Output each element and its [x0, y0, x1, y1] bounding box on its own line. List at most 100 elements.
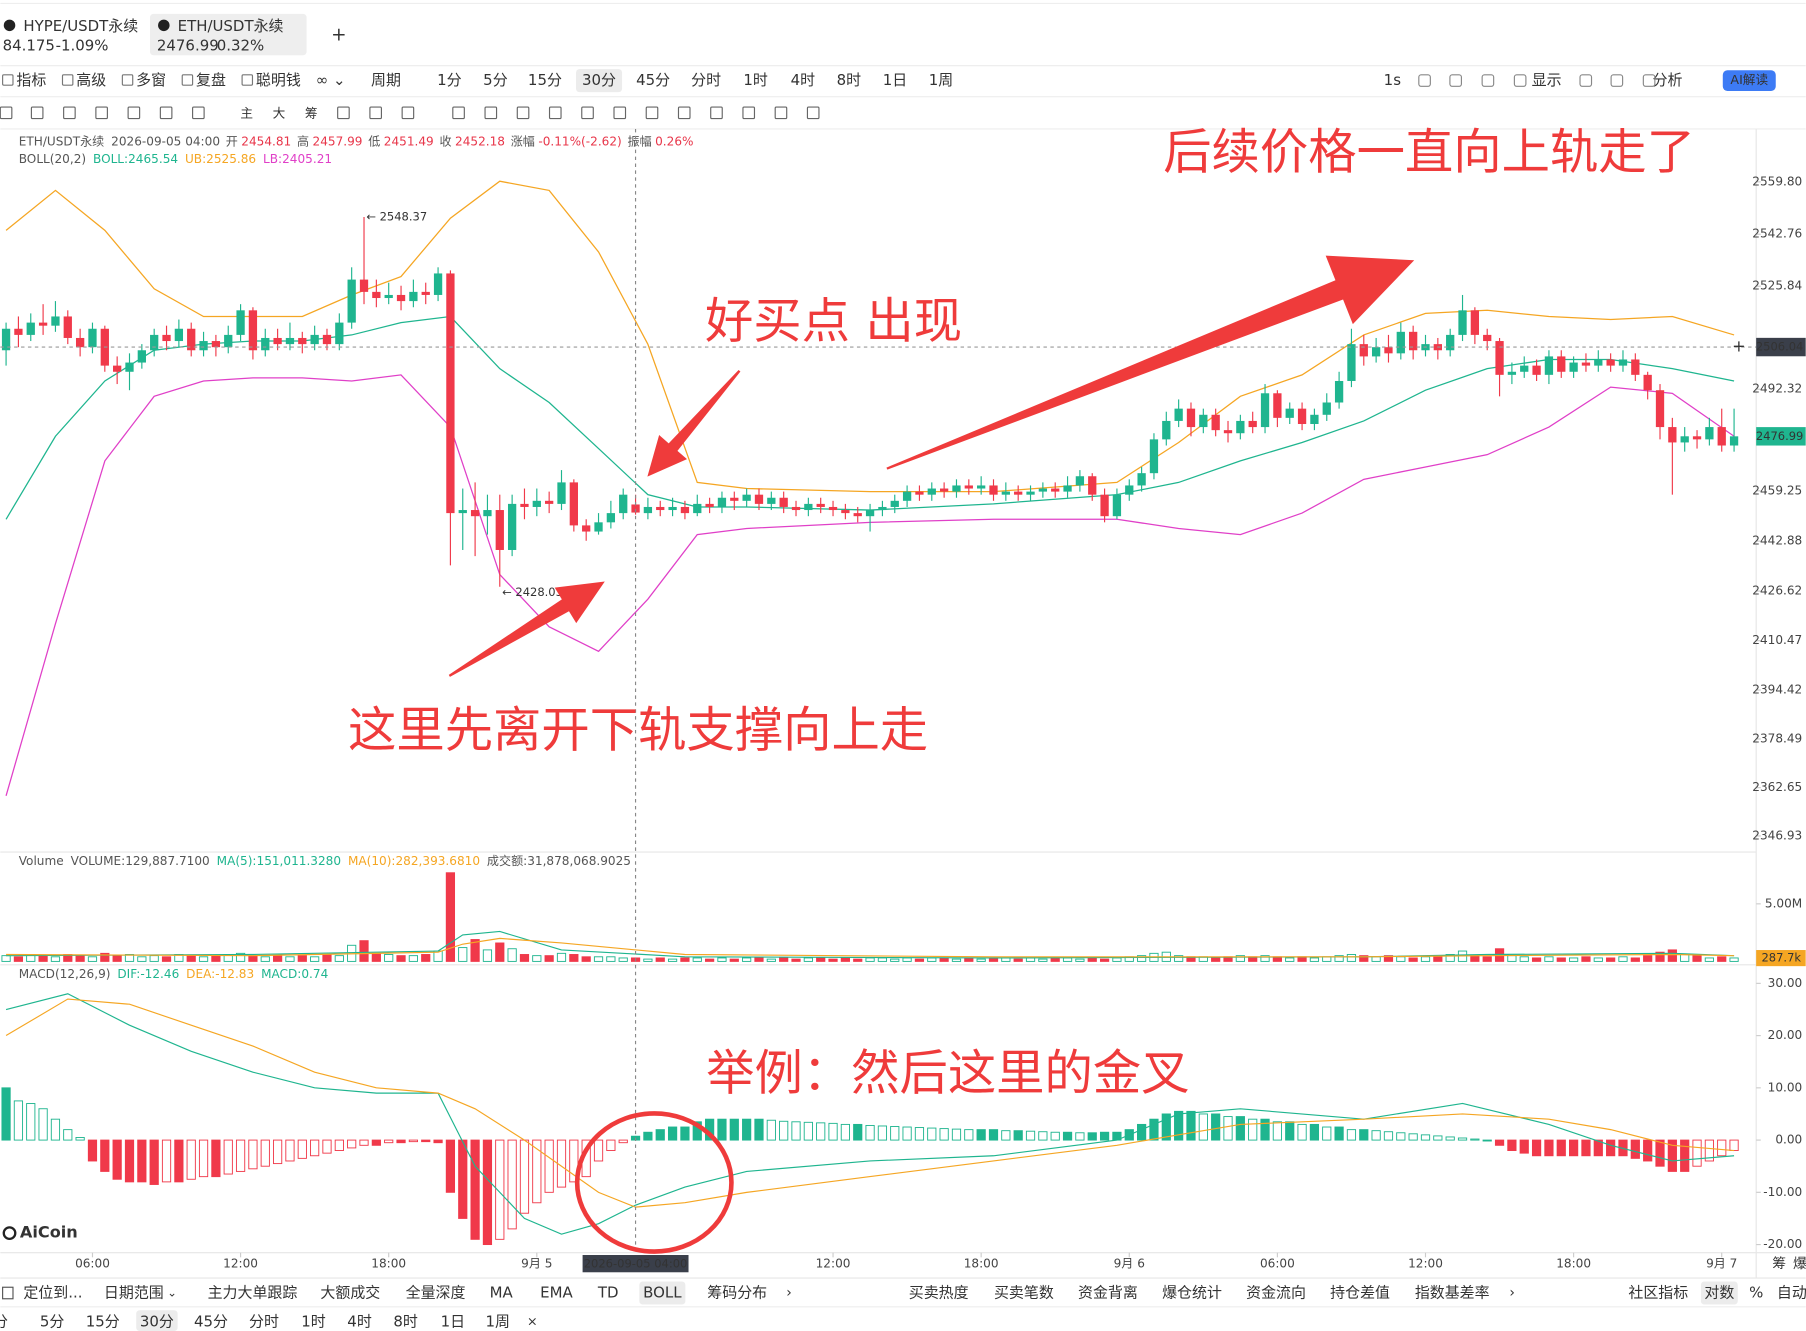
- period-button[interactable]: 4时: [791, 71, 816, 89]
- tab-change[interactable]: -1.09%: [56, 37, 109, 55]
- draw-tool-icon[interactable]: [127, 106, 141, 120]
- period-button[interactable]: 15分: [86, 1312, 120, 1330]
- add-tab[interactable]: +: [331, 25, 346, 46]
- period-button[interactable]: 1周: [485, 1312, 509, 1330]
- indicator-button[interactable]: 持仓差值: [1330, 1284, 1390, 1302]
- candle-body: [989, 485, 998, 495]
- period-button[interactable]: 5分: [483, 71, 508, 89]
- volume-bar: [1729, 957, 1739, 962]
- period-button[interactable]: 1日: [883, 71, 907, 89]
- period-button[interactable]: 45分: [636, 71, 670, 89]
- indicator-button[interactable]: 筹码分布: [707, 1284, 767, 1302]
- macd-bar: [803, 1121, 813, 1141]
- active-tab-bg[interactable]: [149, 13, 307, 56]
- ai-button[interactable]: AI解读: [1730, 72, 1768, 87]
- toolbar-item[interactable]: 指标: [16, 71, 46, 89]
- period-button[interactable]: 30分: [582, 71, 616, 89]
- draw-tool-icon[interactable]: [192, 106, 205, 120]
- close-icon: ×: [527, 1313, 538, 1328]
- indicator-button[interactable]: MA: [490, 1284, 514, 1302]
- tab-change[interactable]: 0.32%: [217, 37, 265, 55]
- indicator-button[interactable]: TD: [597, 1284, 619, 1302]
- macd-bar: [1544, 1139, 1554, 1157]
- candle-body: [14, 328, 23, 335]
- draw-tool-icon[interactable]: [484, 106, 498, 120]
- period-button[interactable]: 5分: [40, 1312, 65, 1330]
- indicator-button[interactable]: 指数基差率: [1415, 1284, 1490, 1302]
- period-button[interactable]: 1分: [437, 71, 462, 89]
- draw-tool-icon[interactable]: [742, 106, 756, 120]
- draw-tool-label[interactable]: 主: [240, 105, 253, 120]
- draw-tool-icon[interactable]: [159, 106, 173, 120]
- volume-bar: [593, 956, 604, 962]
- period-button[interactable]: 1分: [0, 1312, 8, 1330]
- period-menu[interactable]: 周期: [371, 71, 401, 89]
- macd-bar: [235, 1139, 246, 1172]
- period-button[interactable]: 1时: [301, 1312, 326, 1330]
- indicator-button[interactable]: 爆仓统计: [1162, 1284, 1222, 1302]
- draw-tool-icon[interactable]: [63, 106, 76, 120]
- draw-tool-icon[interactable]: [613, 106, 627, 120]
- indicator-button[interactable]: EMA: [540, 1284, 573, 1302]
- date-range-button[interactable]: 日期范围: [104, 1284, 164, 1302]
- indicator-button[interactable]: 买卖笔数: [994, 1284, 1054, 1302]
- draw-tool-icon[interactable]: [806, 106, 820, 120]
- toolbar-right-item[interactable]: 分析: [1653, 71, 1683, 89]
- draw-tool-icon[interactable]: [774, 106, 788, 120]
- draw-tool-icon[interactable]: [30, 106, 44, 120]
- macd-bar: [1408, 1133, 1418, 1141]
- side-icon[interactable]: 筹: [1772, 1255, 1786, 1272]
- period-button[interactable]: 4时: [347, 1312, 372, 1330]
- tab-price[interactable]: 84.175: [3, 37, 55, 55]
- toolbar-right-item[interactable]: 1s: [1384, 71, 1402, 89]
- draw-tool-icon[interactable]: [0, 106, 13, 120]
- locate-button[interactable]: 定位到...: [23, 1284, 82, 1302]
- draw-tool-icon[interactable]: [581, 106, 594, 120]
- period-button[interactable]: 8时: [393, 1312, 418, 1330]
- tab-symbol[interactable]: ETH/USDT永续: [178, 17, 284, 35]
- toolbar-item[interactable]: 多窗: [136, 71, 166, 89]
- period-button[interactable]: 1日: [441, 1312, 465, 1330]
- period-button[interactable]: 45分: [194, 1312, 228, 1330]
- ai-button-bg[interactable]: [1722, 70, 1776, 91]
- draw-tool-icon[interactable]: [337, 106, 350, 120]
- draw-tool-icon[interactable]: [95, 106, 108, 120]
- draw-tool-icon[interactable]: [710, 106, 723, 120]
- period-button[interactable]: 8时: [837, 71, 862, 89]
- indicator-button[interactable]: BOLL: [643, 1284, 682, 1302]
- bottom-right-item[interactable]: %: [1749, 1284, 1763, 1302]
- indicator-button[interactable]: 全量深度: [406, 1284, 466, 1302]
- draw-tool-label[interactable]: 大: [273, 105, 286, 120]
- toolbar-item[interactable]: 高级: [76, 71, 106, 89]
- period-button[interactable]: 分时: [691, 71, 721, 89]
- candle-body: [38, 322, 48, 326]
- indicator-button[interactable]: 资金背离: [1078, 1284, 1138, 1302]
- toolbar-right-item[interactable]: 显示: [1532, 71, 1562, 89]
- bottom-right-item[interactable]: 社区指标: [1628, 1284, 1688, 1302]
- period-button[interactable]: 1时: [743, 71, 768, 89]
- indicator-button[interactable]: 主力大单跟踪: [208, 1284, 298, 1302]
- period-button[interactable]: 分时: [249, 1312, 279, 1330]
- side-icon[interactable]: 爆: [1793, 1256, 1806, 1272]
- bottom-right-item[interactable]: 自动: [1777, 1284, 1806, 1302]
- period-button[interactable]: 15分: [528, 71, 562, 89]
- indicator-button[interactable]: 买卖热度: [909, 1284, 969, 1302]
- tab-price[interactable]: 2476.99: [157, 37, 219, 55]
- indicator-button[interactable]: 大额成交: [320, 1284, 380, 1302]
- period-button[interactable]: 30分: [140, 1312, 174, 1330]
- toolbar-item[interactable]: 复盘: [196, 71, 226, 89]
- draw-tool-icon[interactable]: [677, 106, 691, 120]
- draw-tool-icon[interactable]: [401, 106, 415, 120]
- toolbar-item[interactable]: 聪明钱: [256, 71, 301, 89]
- draw-tool-icon[interactable]: [645, 106, 659, 120]
- draw-tool-icon[interactable]: [369, 106, 382, 120]
- draw-tool-icon[interactable]: [452, 106, 465, 120]
- bottom-right-item[interactable]: 对数: [1704, 1284, 1734, 1302]
- draw-tool-label[interactable]: 筹: [305, 105, 318, 120]
- tool-icon: [1513, 74, 1527, 87]
- period-button[interactable]: 1周: [929, 71, 953, 89]
- draw-tool-icon[interactable]: [548, 106, 562, 120]
- indicator-button[interactable]: 资金流向: [1246, 1284, 1306, 1302]
- tab-symbol[interactable]: HYPE/USDT永续: [23, 17, 138, 35]
- draw-tool-icon[interactable]: [516, 106, 530, 120]
